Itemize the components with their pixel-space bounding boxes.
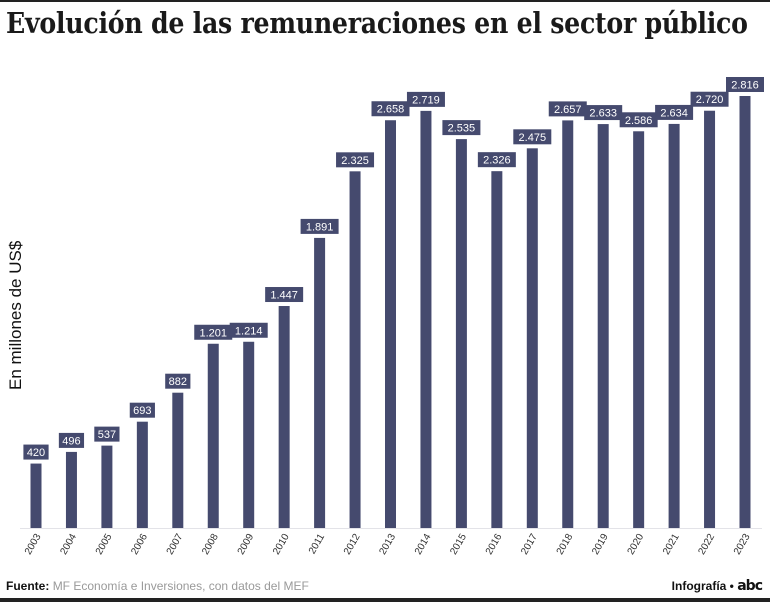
bar-2008 [207,343,219,528]
data-label-2005: 537 [98,429,116,441]
data-label-box-2008 [194,324,233,340]
credit-text: Infografía • [671,579,734,593]
data-label-2012: 2.325 [341,155,369,167]
data-label-2010: 1.447 [270,290,298,302]
bar-2004 [65,451,77,528]
data-label-2017: 2.475 [519,132,547,144]
data-label-2016: 2.326 [483,155,511,167]
data-label-box-2003 [23,444,49,460]
bar-2022 [704,110,716,529]
source-text: MF Economía e Inversiones, con datos del… [52,579,309,593]
data-label-box-2014 [406,91,445,107]
bar-2019 [597,124,609,529]
bottom-rule [0,598,770,602]
bar-2012 [349,171,361,529]
bar-2011 [314,237,326,528]
data-label-box-2019 [584,105,623,121]
x-tick-label-2018: 2018 [555,532,576,557]
bar-2005 [101,445,113,528]
top-rule [0,0,770,2]
data-label-2022: 2.720 [696,94,724,106]
abc-logo: abc [737,578,763,594]
data-label-box-2018 [548,101,587,117]
data-label-box-2021 [655,104,694,120]
x-tick-label-2009: 2009 [236,532,257,557]
data-label-2020: 2.586 [625,115,653,127]
data-label-2014: 2.719 [412,94,440,106]
data-label-box-2012 [336,152,375,168]
data-label-box-2013 [371,101,410,117]
data-label-2019: 2.633 [589,108,617,120]
bar-2013 [385,120,396,528]
data-label-2021: 2.634 [660,107,688,119]
credit: Infografía • abc [671,578,763,594]
source-label: Fuente: [6,579,50,593]
source-note: Fuente: MF Economía e Inversiones, con d… [6,579,309,593]
chart-title: Evolución de las remuneraciones en el se… [6,6,748,40]
bar-2010 [278,306,290,528]
data-label-2004: 496 [62,435,80,447]
x-tick-label-2019: 2019 [590,532,611,557]
x-tick-label-2015: 2015 [448,532,469,557]
x-tick-label-2011: 2011 [307,532,327,557]
x-tick-label-2022: 2022 [696,532,717,557]
bar-2015 [455,139,467,528]
bar-2018 [562,120,574,529]
data-label-box-2015 [442,120,481,136]
bar-2021 [668,123,680,528]
x-tick-label-2007: 2007 [165,532,186,557]
bar-2017 [526,148,538,528]
data-label-2009: 1.214 [235,325,263,337]
bar-2014 [420,110,432,529]
data-label-2013: 2.658 [377,104,405,116]
data-label-box-2017 [513,129,552,145]
data-label-2003: 420 [27,447,45,459]
x-tick-label-2012: 2012 [342,532,363,557]
bar-2009 [243,341,255,528]
x-tick-label-2006: 2006 [129,532,150,557]
data-label-box-2023 [726,77,764,92]
data-label-2008: 1.201 [199,327,227,339]
bar-2006 [136,421,148,528]
data-label-box-2004 [58,432,85,448]
x-tick-label-2013: 2013 [377,532,398,557]
data-label-2015: 2.535 [448,123,476,135]
x-tick-label-2004: 2004 [58,532,79,557]
data-label-2023: 2.816 [731,80,759,92]
x-tick-label-2017: 2017 [519,532,540,557]
bar-2007 [172,392,184,528]
data-label-box-2009 [229,322,268,338]
x-tick-label-2010: 2010 [271,532,292,557]
data-label-box-2007 [165,373,191,389]
bar-2020 [633,131,645,528]
data-label-2007: 882 [169,376,187,388]
x-tick-label-2021: 2021 [661,532,682,557]
data-label-box-2010 [265,287,304,303]
data-label-box-2016 [477,152,516,168]
data-label-box-2022 [690,91,729,107]
bar-2016 [491,171,503,528]
data-label-box-2005 [94,426,120,442]
data-label-box-2006 [129,402,155,418]
x-tick-label-2005: 2005 [94,532,115,557]
x-tick-label-2008: 2008 [200,532,221,557]
data-label-2011: 1.891 [306,221,334,233]
data-label-box-2020 [619,112,658,128]
bar-2003 [30,463,42,528]
x-tick-label-2014: 2014 [413,532,434,557]
x-tick-label-2003: 2003 [23,532,44,557]
x-tick-label-2016: 2016 [484,532,505,557]
data-label-box-2011 [300,218,339,234]
bar-2023 [739,96,751,528]
x-tick-label-2023: 2023 [732,532,753,557]
data-label-2018: 2.657 [554,104,582,116]
x-tick-label-2020: 2020 [626,532,647,557]
data-label-2006: 693 [133,405,151,417]
